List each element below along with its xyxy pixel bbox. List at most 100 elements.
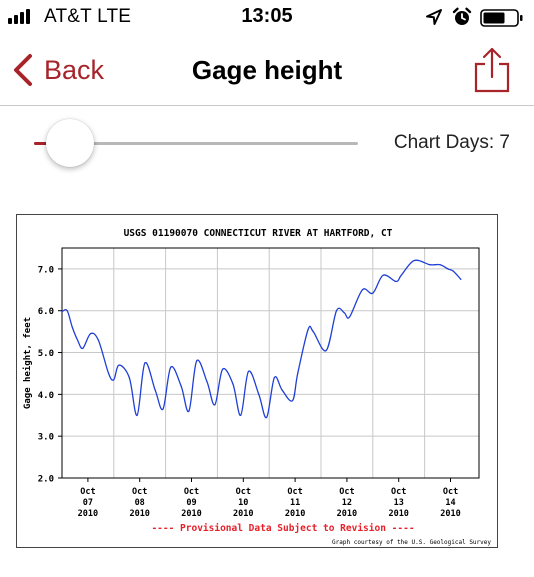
location-arrow-icon [426, 9, 442, 25]
plot-area [61, 247, 480, 479]
gage-height-data-point [180, 385, 182, 387]
slider-track[interactable] [34, 142, 358, 145]
back-button[interactable]: Back [12, 50, 104, 90]
x-tick-label: 11 [290, 498, 300, 508]
gage-height-data-point [196, 360, 198, 362]
gage-height-chart: USGS 01190070 CONNECTICUT RIVER AT HARTF… [16, 214, 498, 548]
gage-height-data-point [335, 310, 338, 312]
x-tick-label: 2010 [129, 509, 149, 519]
share-icon[interactable] [472, 46, 512, 94]
gage-height-data-point [273, 377, 275, 379]
carrier-label: AT&T LTE [44, 6, 132, 27]
x-tick-label: Oct [132, 487, 147, 497]
gage-height-data-point [343, 312, 345, 314]
gage-height-data-point [447, 268, 449, 270]
gage-height-data-point [382, 274, 384, 276]
gage-height-data-point [452, 270, 454, 272]
gage-height-data-point [188, 410, 190, 412]
chevron-left-icon [14, 54, 32, 86]
x-tick-label: Oct [339, 487, 354, 497]
gage-height-data-point [312, 331, 314, 333]
x-tick-label: 09 [186, 498, 196, 508]
chart-days-label: Chart Days: 7 [393, 132, 510, 153]
x-tick-label: 2010 [440, 509, 460, 519]
gage-height-data-point [71, 326, 73, 329]
gage-height-data-point [266, 416, 268, 418]
gage-height-data-point [66, 310, 68, 312]
disclaimer-text: ---- Provisional Data Subject to Revisio… [151, 523, 414, 534]
gage-height-data-point [76, 339, 79, 341]
status-bar: AT&T LTE 13:05 [0, 0, 534, 36]
y-axis-label: Gage height, feet [22, 317, 33, 409]
gage-height-data-point [460, 278, 462, 280]
gage-height-data-point [162, 408, 164, 410]
gage-height-data-point [395, 280, 397, 283]
x-tick-label: 2010 [78, 509, 98, 519]
gage-height-data-point [240, 414, 242, 416]
gage-height-data-point [439, 264, 441, 266]
gage-height-data-point [361, 289, 364, 291]
gage-height-data-point [128, 377, 130, 379]
back-label: Back [44, 54, 105, 85]
gage-height-data-point [214, 404, 216, 406]
credit-text: Graph courtesy of the U.S. Geological Su… [332, 539, 491, 546]
gage-height-data-point [82, 347, 84, 349]
x-tick-label: 2010 [337, 509, 357, 519]
x-tick-label: Oct [184, 487, 199, 497]
x-tick-label: 10 [238, 498, 248, 508]
chart-days-slider-thumb[interactable] [46, 119, 95, 167]
x-tick-label: 2010 [285, 509, 305, 519]
x-tick-label: Oct [391, 487, 406, 497]
x-tick-label: 14 [445, 498, 455, 508]
status-time: 13:05 [241, 5, 293, 27]
gage-height-data-point [154, 389, 156, 391]
x-tick-label: 08 [135, 498, 145, 508]
x-tick-label: 07 [83, 498, 93, 508]
gage-height-data-point [113, 379, 115, 381]
gage-height-data-point [307, 328, 309, 331]
gage-height-data-point [429, 264, 431, 266]
x-tick-label: 2010 [181, 509, 201, 519]
gage-height-data-point [348, 316, 351, 318]
y-tick-label: 2.0 [38, 475, 54, 485]
y-tick-label: 4.0 [38, 391, 54, 401]
gage-height-data-point [232, 383, 234, 385]
y-tick-label: 6.0 [38, 307, 54, 317]
gage-height-data-point [144, 362, 146, 364]
slider-fill [34, 142, 51, 145]
y-tick-label: 7.0 [38, 265, 54, 275]
x-tick-label: 12 [342, 498, 352, 508]
x-tick-label: 13 [394, 498, 404, 508]
gage-height-data-point [372, 292, 374, 294]
alarm-clock-icon [452, 7, 472, 25]
gage-height-data-point [325, 349, 327, 352]
x-tick-label: Oct [80, 487, 95, 497]
chart-title: USGS 01190070 CONNECTICUT RIVER AT HARTF… [124, 228, 393, 239]
gage-height-data-point [297, 372, 299, 375]
gage-height-data-point [206, 381, 208, 383]
x-tick-label: 2010 [388, 509, 408, 519]
gage-height-data-point [61, 310, 63, 313]
gage-height-data-point [136, 414, 138, 416]
gage-height-data-point [247, 370, 250, 372]
gage-height-data-point [89, 333, 92, 335]
gage-height-data-point [170, 366, 172, 368]
y-tick-label: 3.0 [38, 433, 54, 443]
x-tick-label: Oct [236, 487, 251, 497]
x-tick-label: Oct [287, 487, 302, 497]
gage-height-data-point [221, 368, 224, 370]
gage-height-data-point [108, 372, 110, 375]
y-tick-label: 5.0 [38, 349, 54, 359]
gage-height-data-point [97, 339, 99, 341]
chart-days-control: Chart Days: 7 [0, 107, 534, 179]
page-title: Gage height [191, 55, 343, 85]
x-tick-label: Oct [443, 487, 458, 497]
gage-height-data-point [258, 393, 260, 395]
signal-icon [8, 9, 30, 24]
gage-height-data-point [291, 400, 294, 402]
chart-canvas: USGS 01190070 CONNECTICUT RIVER AT HARTF… [22, 228, 491, 546]
gage-height-data-point [400, 274, 402, 276]
gage-height-data-point [281, 389, 283, 391]
navigation-bar: Back Gage height [0, 36, 534, 106]
battery-icon [480, 9, 523, 27]
